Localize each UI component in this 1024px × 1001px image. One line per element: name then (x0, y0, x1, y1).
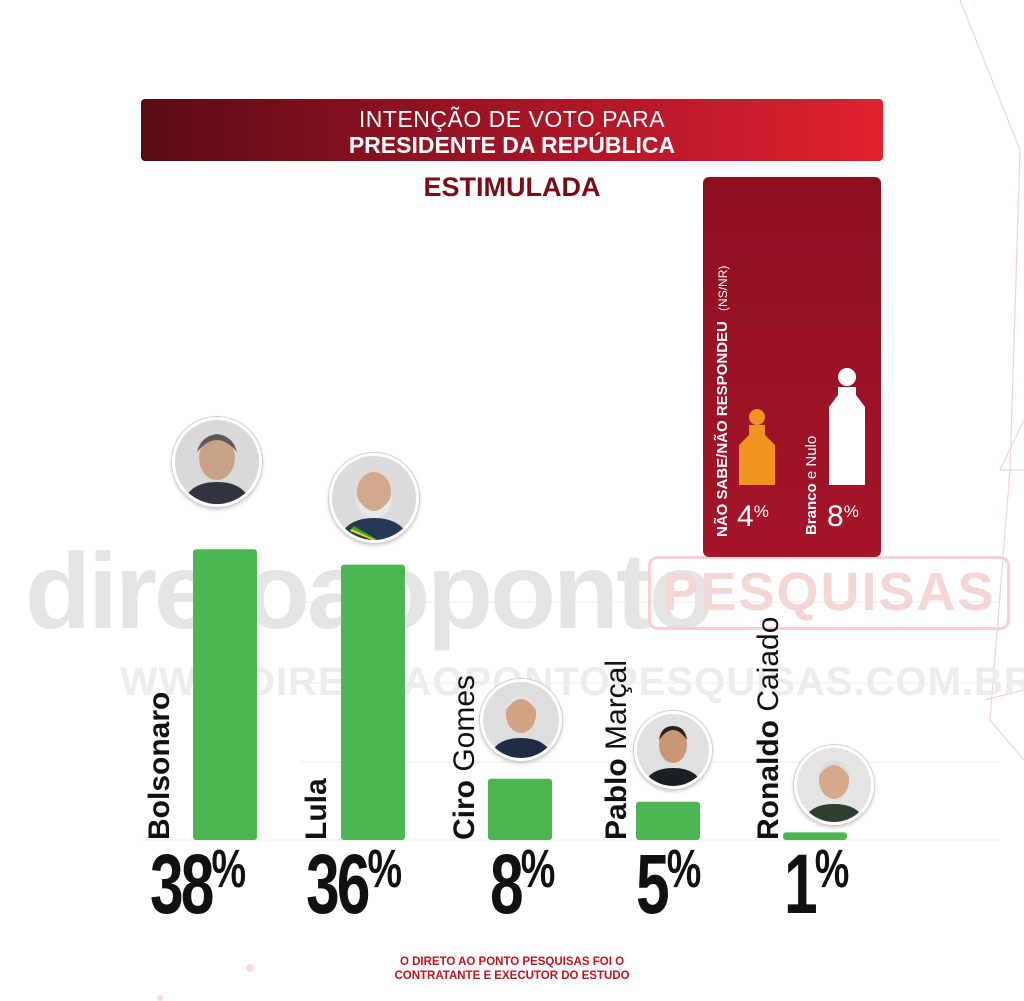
candidate-name-bolsonaro: Bolsonaro (143, 692, 177, 840)
undecided-panel: NÃO SABE/NÃO RESPONDEU (NS/NR) Branco e … (703, 177, 881, 557)
title-line-1: INTENÇÃO DE VOTO PARA (358, 106, 666, 132)
candidate-name-lula: Lula (300, 778, 334, 840)
avatar-caiado (794, 745, 874, 825)
name-bolsonaro: Bolsonaro (143, 691, 176, 840)
person-icon-orange (739, 409, 775, 485)
percent-symbol: % (666, 839, 702, 899)
portrait-icon (175, 420, 259, 504)
percent-symbol: % (814, 839, 850, 899)
bar-ronaldo-caiado (783, 832, 847, 840)
percent-symbol: % (367, 839, 403, 899)
name-lula: Lula (300, 778, 333, 840)
portrait-icon (483, 682, 559, 758)
title-banner: INTENÇÃO DE VOTO PARA PRESIDENTE DA REPÚ… (141, 99, 883, 161)
name-pablo-last: Marçal (600, 659, 633, 759)
blank-null-number: 8 (827, 500, 844, 533)
footer-line-1: O DIRETO AO PONTO PESQUISAS FOI O (399, 956, 625, 968)
avatar-pablo (634, 711, 712, 789)
value-label-caiado: 1% (784, 836, 850, 933)
title-line-2: PRESIDENTE DA REPÚBLICA (348, 132, 676, 158)
percent-symbol: % (520, 839, 556, 899)
name-caiado-last: Caiado (752, 616, 785, 720)
footer-line-2: CONTRATANTE E EXECUTOR DO ESTUDO (394, 970, 630, 982)
blank-null-percent: 8% (827, 500, 859, 534)
avatar-ciro (480, 679, 562, 761)
percent-symbol: % (211, 839, 247, 899)
value-number: 38 (150, 837, 214, 931)
portrait-icon (797, 748, 871, 822)
person-icon-white (829, 368, 865, 485)
portrait-icon (332, 456, 416, 540)
value-number: 8 (490, 837, 524, 931)
watermark-badge: PESQUISAS (648, 556, 1010, 630)
bar-bolsonaro (193, 549, 257, 840)
blank-null-percent-symbol: % (843, 502, 859, 521)
bar-pablo-mar-al (636, 801, 700, 840)
name-ciro-last: Gomes (448, 674, 481, 780)
candidate-name-ciro: Ciro Gomes (448, 675, 482, 840)
value-label-pablo: 5% (636, 836, 702, 933)
bar-ciro-gomes (488, 778, 552, 840)
avatar-bolsonaro (172, 417, 262, 507)
name-pablo-first: Pablo (600, 758, 633, 840)
bar-lula (341, 564, 405, 840)
watermark-url: WWW.DIRETOAOPONTOPESQUISAS.COM.BR (120, 660, 1024, 704)
value-label-bolsonaro: 38% (150, 836, 247, 933)
value-label-lula: 36% (306, 836, 403, 933)
chart-subtitle: ESTIMULADA (423, 172, 601, 202)
undecided-percent-symbol: % (753, 502, 769, 521)
name-ciro-first: Ciro (448, 780, 481, 840)
value-number: 1 (784, 837, 818, 931)
footer-note: O DIRETO AO PONTO PESQUISAS FOI O CONTRA… (0, 955, 1024, 983)
value-number: 5 (636, 837, 670, 931)
undecided-percent: 4% (737, 500, 769, 534)
name-caiado-first: Ronaldo (752, 720, 785, 840)
value-number: 36 (306, 837, 370, 931)
candidate-name-pablo: Pablo Marçal (600, 660, 634, 840)
candidate-name-caiado: Ronaldo Caiado (752, 617, 786, 840)
value-label-ciro: 8% (490, 836, 556, 933)
avatar-lula (329, 453, 419, 543)
portrait-icon (637, 714, 709, 786)
undecided-number: 4 (737, 500, 754, 533)
